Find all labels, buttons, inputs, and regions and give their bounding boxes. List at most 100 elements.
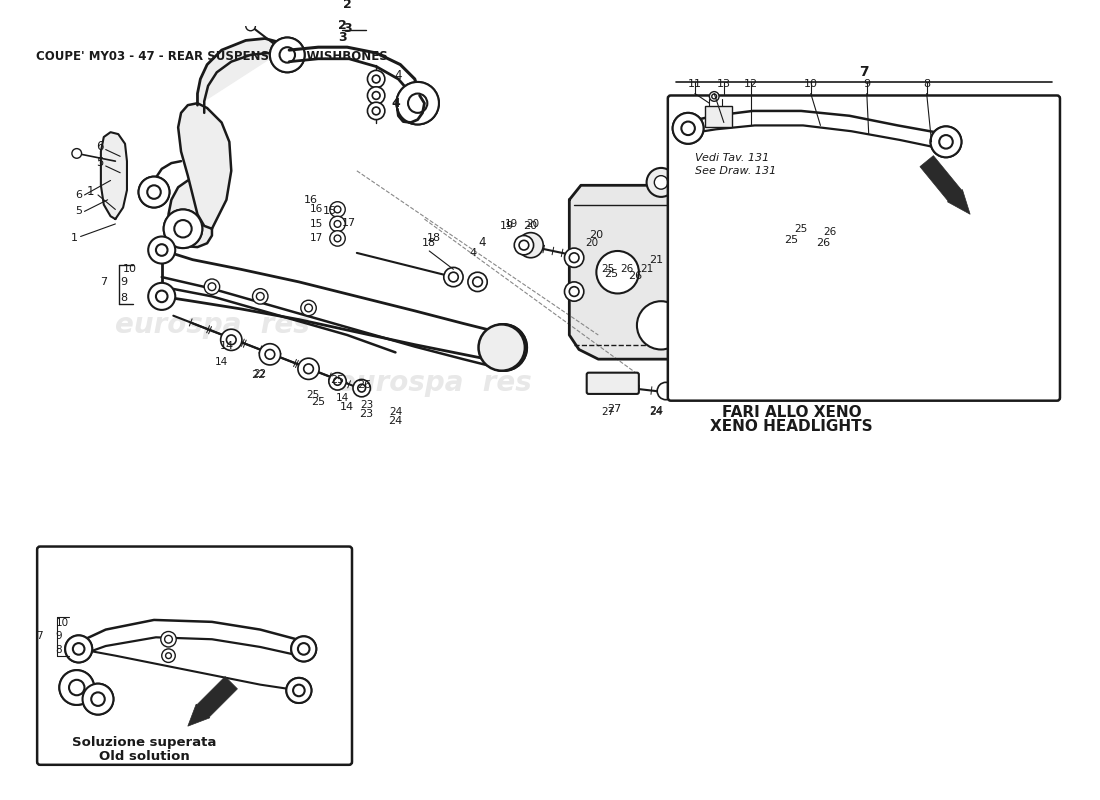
Polygon shape bbox=[168, 181, 212, 247]
Circle shape bbox=[697, 382, 715, 400]
Text: 7: 7 bbox=[36, 631, 43, 642]
Polygon shape bbox=[188, 677, 238, 726]
Text: 25: 25 bbox=[602, 264, 615, 274]
Circle shape bbox=[174, 220, 191, 238]
Circle shape bbox=[293, 685, 305, 696]
Text: 17: 17 bbox=[342, 218, 356, 228]
Text: Old solution: Old solution bbox=[99, 750, 189, 762]
Text: 26: 26 bbox=[620, 264, 634, 274]
Circle shape bbox=[801, 253, 821, 272]
Circle shape bbox=[673, 113, 704, 144]
Circle shape bbox=[782, 250, 801, 270]
Circle shape bbox=[72, 149, 81, 158]
Circle shape bbox=[671, 382, 689, 400]
Text: 14: 14 bbox=[219, 342, 233, 351]
Circle shape bbox=[304, 364, 313, 374]
Text: 11: 11 bbox=[688, 78, 702, 89]
Circle shape bbox=[334, 221, 341, 227]
Circle shape bbox=[408, 94, 427, 113]
Text: 26: 26 bbox=[358, 380, 372, 390]
Circle shape bbox=[162, 649, 175, 662]
Circle shape bbox=[148, 283, 175, 310]
Circle shape bbox=[292, 636, 317, 662]
Text: 3: 3 bbox=[338, 31, 346, 44]
Text: 22: 22 bbox=[251, 370, 265, 381]
Circle shape bbox=[221, 330, 242, 350]
Circle shape bbox=[725, 382, 742, 400]
Circle shape bbox=[830, 262, 839, 272]
Circle shape bbox=[334, 206, 341, 213]
Polygon shape bbox=[101, 132, 127, 219]
Text: 4: 4 bbox=[478, 236, 486, 249]
Circle shape bbox=[681, 122, 695, 135]
Circle shape bbox=[227, 335, 236, 345]
Polygon shape bbox=[859, 280, 927, 374]
Text: 6: 6 bbox=[97, 139, 103, 153]
Circle shape bbox=[358, 384, 365, 392]
Text: 2: 2 bbox=[343, 0, 352, 11]
Circle shape bbox=[518, 233, 543, 258]
Circle shape bbox=[596, 251, 639, 294]
Circle shape bbox=[825, 258, 845, 277]
Text: 8: 8 bbox=[923, 78, 931, 89]
Text: 10: 10 bbox=[123, 264, 138, 274]
Text: eurospa  res: eurospa res bbox=[579, 311, 773, 339]
Text: 4: 4 bbox=[395, 69, 403, 82]
Circle shape bbox=[82, 684, 113, 714]
Text: 19: 19 bbox=[505, 219, 518, 229]
Circle shape bbox=[91, 692, 104, 706]
Text: 9: 9 bbox=[55, 631, 62, 642]
Circle shape bbox=[762, 246, 782, 266]
Text: 20: 20 bbox=[590, 230, 604, 241]
Circle shape bbox=[481, 324, 527, 370]
Circle shape bbox=[372, 92, 379, 99]
Text: 14: 14 bbox=[340, 402, 354, 412]
Circle shape bbox=[260, 344, 280, 365]
Circle shape bbox=[367, 102, 385, 120]
Text: 26: 26 bbox=[824, 226, 837, 237]
Text: eurospa  res: eurospa res bbox=[337, 370, 531, 398]
Text: 22: 22 bbox=[254, 369, 267, 378]
Text: 24: 24 bbox=[650, 407, 663, 418]
FancyBboxPatch shape bbox=[586, 373, 639, 394]
Circle shape bbox=[161, 631, 176, 647]
Text: 18: 18 bbox=[422, 238, 437, 248]
Circle shape bbox=[164, 210, 202, 248]
Text: eurospa  res: eurospa res bbox=[114, 311, 309, 339]
Text: 5: 5 bbox=[97, 156, 103, 169]
Circle shape bbox=[300, 300, 317, 316]
Circle shape bbox=[939, 135, 953, 149]
Circle shape bbox=[443, 267, 463, 286]
Circle shape bbox=[564, 248, 584, 267]
Text: 25: 25 bbox=[330, 375, 344, 386]
Polygon shape bbox=[920, 156, 970, 214]
Text: 27: 27 bbox=[607, 404, 621, 414]
Circle shape bbox=[298, 358, 319, 379]
Text: 7: 7 bbox=[859, 65, 869, 79]
Polygon shape bbox=[198, 38, 287, 105]
Circle shape bbox=[156, 290, 167, 302]
Text: 25: 25 bbox=[784, 235, 799, 246]
Text: 23: 23 bbox=[360, 399, 373, 410]
Circle shape bbox=[478, 324, 525, 370]
Circle shape bbox=[683, 251, 726, 294]
Text: 10: 10 bbox=[804, 78, 817, 89]
Text: 20: 20 bbox=[524, 221, 538, 230]
Circle shape bbox=[330, 216, 345, 232]
Text: 1: 1 bbox=[87, 185, 95, 198]
Text: Vedi Tav. 131: Vedi Tav. 131 bbox=[695, 154, 769, 163]
Circle shape bbox=[156, 244, 167, 256]
Circle shape bbox=[712, 94, 716, 99]
Circle shape bbox=[298, 643, 309, 654]
Circle shape bbox=[806, 258, 815, 267]
Circle shape bbox=[673, 113, 704, 144]
Circle shape bbox=[931, 126, 961, 158]
Circle shape bbox=[515, 235, 534, 255]
Circle shape bbox=[292, 636, 317, 662]
Text: 24: 24 bbox=[388, 416, 403, 426]
Text: Soluzione superata: Soluzione superata bbox=[73, 736, 217, 749]
Polygon shape bbox=[570, 186, 752, 359]
Polygon shape bbox=[178, 103, 231, 229]
Text: 25: 25 bbox=[311, 397, 326, 406]
Text: 24: 24 bbox=[649, 406, 663, 416]
